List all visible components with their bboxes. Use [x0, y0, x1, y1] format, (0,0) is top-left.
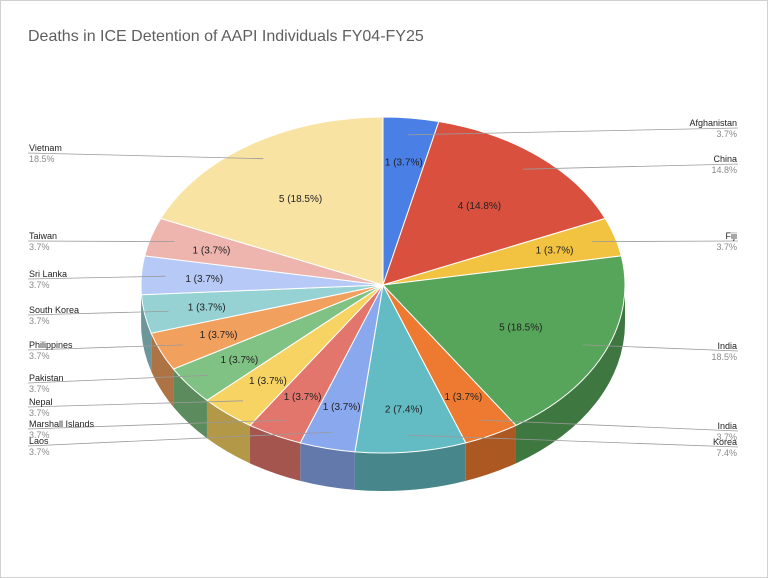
slice-value-label: 1 (3.7%) [284, 392, 322, 403]
legend-percent: 3.7% [29, 408, 50, 418]
legend-name: Marshall Islands [29, 419, 95, 429]
legend-percent: 18.5% [711, 352, 737, 362]
slice-value-label: 2 (7.4%) [385, 404, 423, 415]
legend-name: Laos [29, 436, 49, 446]
slice-value-label: 1 (3.7%) [385, 158, 423, 169]
legend-percent: 3.7% [29, 447, 50, 457]
pie-wall-7 [250, 425, 301, 481]
pie-wall-11 [141, 294, 152, 372]
pie-wall-5 [354, 442, 466, 492]
pie-top-faces [140, 116, 626, 454]
legend-name: Afghanistan [689, 118, 737, 128]
pie-slice-korea-5 [354, 283, 467, 454]
legend-percent: 3.7% [29, 351, 50, 361]
leader-line [27, 275, 166, 280]
legend-name: Korea [713, 437, 737, 447]
legend-percent: 14.8% [711, 165, 737, 175]
legend-name: Sri Lanka [29, 269, 67, 279]
slice-value-label: 4 (14.8%) [458, 201, 501, 212]
leader-line [591, 240, 739, 243]
leader-line [27, 240, 175, 243]
pie-wall-3 [515, 285, 625, 464]
pie-slice-india-3 [381, 255, 626, 426]
slice-value-label: 5 (18.5%) [499, 322, 542, 333]
legend-percent: 3.7% [716, 242, 737, 252]
leader-line [27, 400, 244, 408]
legend-name: Nepal [29, 397, 53, 407]
legend-percent: 3.7% [29, 384, 50, 394]
chart-title: Deaths in ICE Detention of AAPI Individu… [28, 28, 424, 45]
legend-name: India [717, 421, 737, 431]
pie-wall-4 [465, 425, 516, 481]
slice-value-label: 1 (3.7%) [185, 274, 223, 285]
legend-name: Philippines [29, 340, 73, 350]
legend-percent: 3.7% [29, 316, 50, 326]
leader-line [27, 419, 286, 430]
leader-line [522, 163, 739, 170]
slice-value-label: 1 (3.7%) [323, 402, 361, 413]
legend-percent: 3.7% [29, 242, 50, 252]
pie-labels: 1 (3.7%) 4 (14.8%) 1 (3.7%) 5 (18.5%) 1 (3.7… [27, 118, 739, 458]
leader-line [27, 431, 333, 447]
legend-name: China [713, 154, 737, 164]
legend-name: Pakistan [29, 373, 64, 383]
pie-slice-vietnam-14 [160, 116, 384, 286]
leader-line [582, 344, 739, 352]
slice-value-label: 1 (3.7%) [536, 245, 574, 256]
slice-value-label: 5 (18.5%) [279, 194, 322, 205]
slice-value-label: 1 (3.7%) [220, 355, 258, 366]
legend-percent: 3.7% [29, 430, 50, 440]
slice-value-label: 1 (3.7%) [444, 392, 482, 403]
leader-line [27, 344, 184, 351]
leader-line [27, 374, 209, 384]
legend-percent: 3.7% [716, 129, 737, 139]
slice-value-label: 1 (3.7%) [188, 303, 226, 314]
slice-value-label: 1 (3.7%) [200, 330, 238, 341]
pie-wall-10 [151, 333, 174, 407]
legend-name: Vietnam [29, 143, 62, 153]
leader-line [408, 127, 739, 136]
pie-wall-9 [173, 369, 207, 439]
legend-percent: 18.5% [29, 154, 55, 164]
leader-line [480, 419, 739, 432]
legend-name: Taiwan [29, 231, 57, 241]
legend-percent: 7.4% [716, 448, 737, 458]
leader-line [408, 434, 739, 448]
legend-name: Fiji [726, 231, 738, 241]
pie-side-walls [141, 285, 625, 492]
slice-value-label: 1 (3.7%) [249, 376, 287, 387]
pie-wall-6 [300, 442, 355, 490]
pie-slice-china-1 [382, 120, 606, 286]
legend-name: South Korea [29, 305, 79, 315]
pie-wall-8 [206, 400, 251, 464]
legend-percent: 3.7% [29, 280, 50, 290]
leader-line [27, 152, 264, 160]
legend-name: India [717, 341, 737, 351]
legend-percent: 3.7% [716, 432, 737, 442]
leader-line [27, 310, 169, 316]
slice-value-label: 1 (3.7%) [193, 245, 231, 256]
